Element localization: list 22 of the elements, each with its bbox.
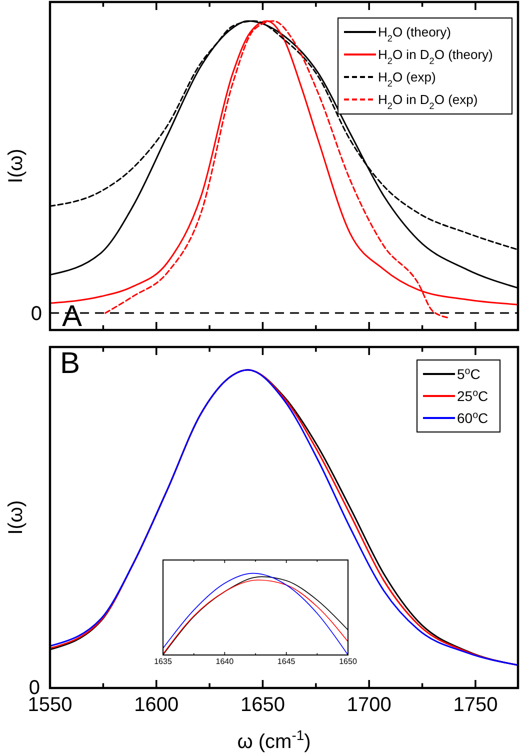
- x-tick-label: 1640: [216, 657, 234, 666]
- x-tick-label: 1645: [277, 657, 296, 666]
- legend-label: H$_{2}$O (theory): [378, 24, 451, 44]
- x-tick-label: 1700: [346, 694, 392, 716]
- x-axis-title: ω (cm$^{-1}$): [237, 727, 311, 753]
- legend-label: 25$^{o}$C: [457, 387, 488, 404]
- x-tick-label: 1635: [154, 657, 172, 666]
- x-tick-label: 1650: [240, 694, 285, 716]
- ref-line-label: 0: [30, 303, 42, 326]
- legend-label: H$_{2}$O (exp): [378, 70, 436, 89]
- legend-label: 60$^{o}$C: [457, 409, 488, 426]
- x-tick-label: 1600: [134, 694, 179, 716]
- x-tick-label: 1650: [339, 657, 358, 666]
- y-axis-title: I(ω): [5, 500, 27, 535]
- annotation: B: [60, 347, 80, 380]
- legend-label: H$_{2}$O in D$_{2}$O (exp): [378, 92, 478, 112]
- x-tick-label: 1750: [453, 694, 498, 716]
- legend-label: 5$^{o}$C: [457, 365, 480, 382]
- x-tick-label: 1550: [28, 694, 72, 716]
- annotation: A: [62, 300, 82, 333]
- y-axis-title: I(ω): [5, 148, 27, 184]
- legend-label: H$_{2}$O in D$_{2}$O (theory): [378, 47, 493, 66]
